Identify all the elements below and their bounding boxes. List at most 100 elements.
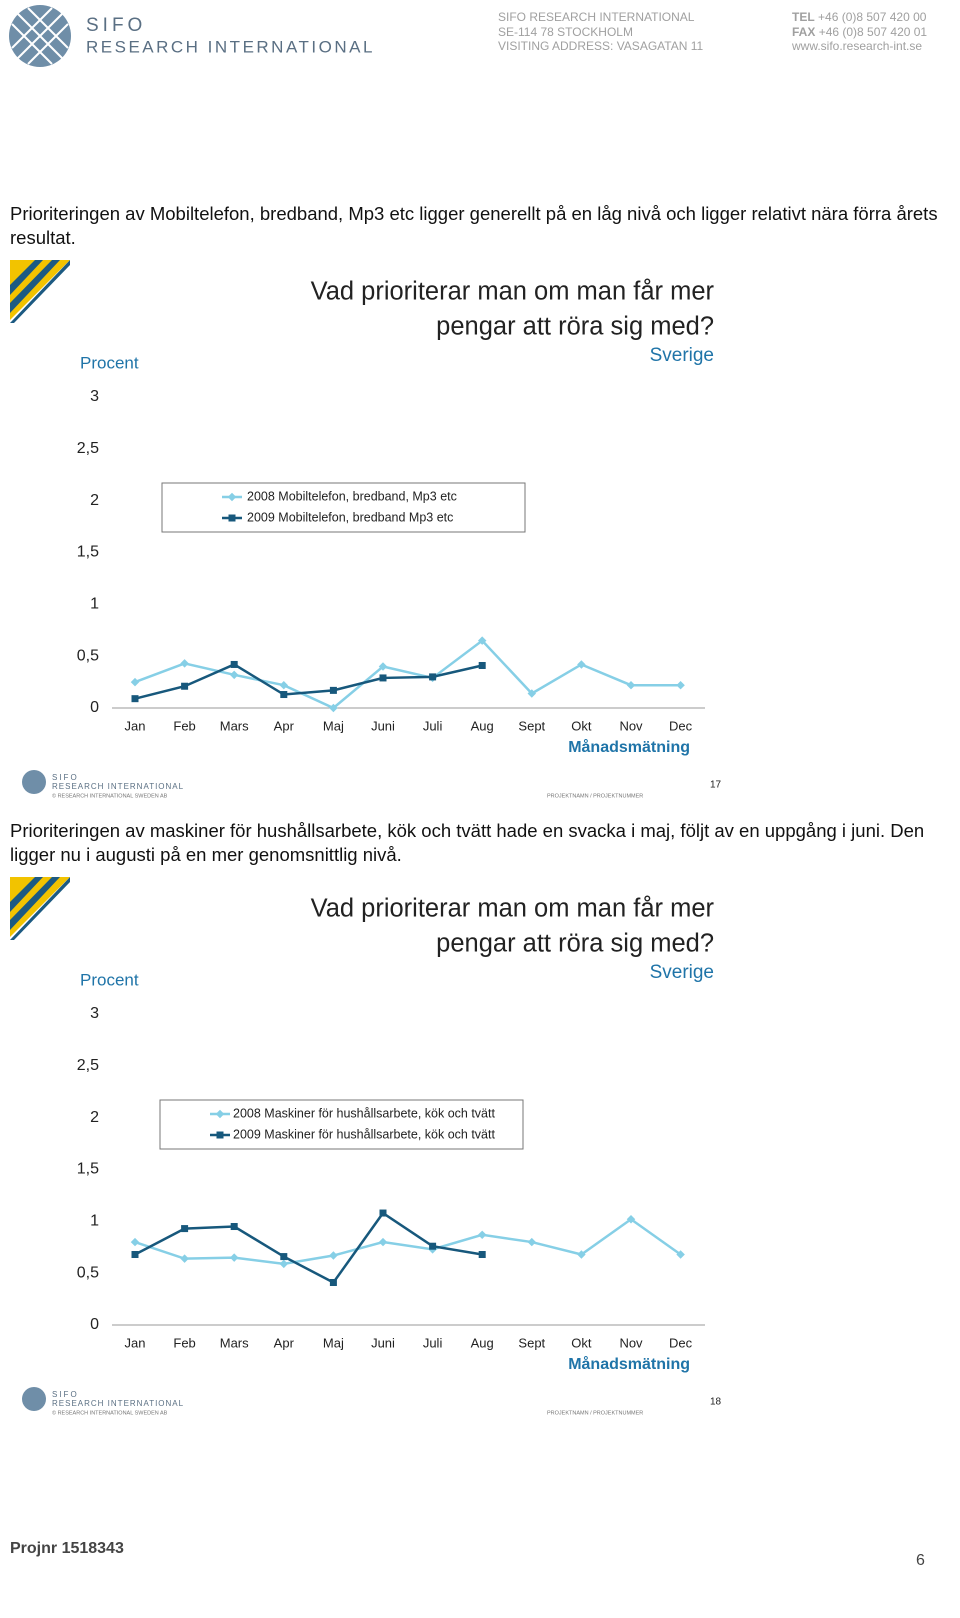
legend-label: 2008 Mobiltelefon, bredband, Mp3 etc <box>247 489 457 503</box>
corner-blue <box>10 260 60 313</box>
x-tick-label: Nov <box>619 718 643 733</box>
x-tick-label: Juni <box>371 718 395 733</box>
data-point <box>230 1223 238 1231</box>
x-tick-label: Mars <box>220 1335 249 1350</box>
chart-title: Vad prioriterar man om man får mer <box>311 278 715 306</box>
contact-key: TEL <box>792 10 815 24</box>
data-point <box>131 1251 139 1259</box>
x-tick-label: Dec <box>669 1335 693 1350</box>
data-point <box>379 674 387 682</box>
legend-box <box>159 1099 524 1150</box>
y-tick-label: 2,5 <box>77 440 99 457</box>
series-line <box>134 1217 682 1266</box>
legend-label: 2009 Maskiner för hushållsarbete, kök oc… <box>233 1127 495 1141</box>
logo-bottom: RESEARCH INTERNATIONAL <box>86 37 375 56</box>
contact-line: www.sifo.research-int.se <box>792 39 927 54</box>
footer-copyright: © RESEARCH INTERNATIONAL SWEDEN AB <box>52 1409 168 1416</box>
y-tick-label: 1,5 <box>77 1161 99 1178</box>
contact-text: +46 (0)8 507 420 00 <box>818 10 927 24</box>
data-point <box>676 680 685 690</box>
legend-box <box>161 482 526 533</box>
slide-number: 17 <box>710 780 722 791</box>
x-tick-label: Feb <box>173 1335 195 1350</box>
y-tick-label: 1,5 <box>77 544 99 561</box>
x-tick-label: Maj <box>323 1335 344 1350</box>
data-point <box>429 1242 437 1250</box>
legend-marker <box>227 492 237 502</box>
y-tick-label: 0 <box>90 1316 99 1333</box>
contact-line: TEL +46 (0)8 507 420 00 <box>792 10 927 25</box>
footer-logo-top: SIFO <box>52 1390 79 1399</box>
x-tick-label: Aug <box>471 1335 494 1350</box>
data-point <box>279 1259 289 1269</box>
x-tick-label: Apr <box>274 1335 295 1350</box>
x-tick-label: Sept <box>518 718 545 733</box>
x-tick-label: Apr <box>274 718 295 733</box>
data-point <box>280 1253 288 1261</box>
data-point <box>130 677 140 687</box>
data-point <box>180 1254 189 1263</box>
footer-project: PROJEKTNAMN / PROJEKTNUMMER <box>547 793 643 799</box>
header-logo: SIFO RESEARCH INTERNATIONAL <box>9 5 375 67</box>
chart-title: pengar att röra sig med? <box>436 313 714 341</box>
x-tick-label: Nov <box>619 1335 643 1350</box>
data-point <box>378 1237 388 1247</box>
data-point <box>379 1209 387 1217</box>
data-point <box>329 1251 338 1260</box>
x-tick-label: Jan <box>125 1335 146 1350</box>
legend-label: 2009 Mobiltelefon, bredband Mp3 etc <box>247 510 453 524</box>
contact-key: FAX <box>792 24 816 39</box>
x-tick-label: Dec <box>669 718 693 733</box>
contact-line: FAX +46 (0)8 507 420 01 <box>792 25 927 40</box>
data-point <box>676 1250 685 1259</box>
chart-subtitle: Sverige <box>650 962 714 983</box>
data-point <box>329 703 338 713</box>
corner-blue <box>10 877 60 930</box>
y-tick-label: 3 <box>90 388 99 405</box>
data-point <box>280 691 288 699</box>
footer-logo <box>22 1387 46 1411</box>
legend-marker <box>228 514 236 522</box>
series-line <box>134 1211 483 1285</box>
x-tick-label: Sept <box>518 1335 545 1350</box>
x-tick-label: Okt <box>571 718 592 733</box>
logo-lines <box>11 7 69 65</box>
project-number: Projnr 1518343 <box>10 1540 124 1557</box>
paragraph: Prioriteringen av Mobiltelefon, bredband… <box>10 203 938 248</box>
paragraph: Prioriteringen av maskiner för hushållsa… <box>10 820 925 865</box>
data-point <box>230 660 238 668</box>
y-tick-label: 2 <box>90 1109 99 1126</box>
data-point <box>527 1237 537 1247</box>
y-tick-label: 0 <box>90 699 99 716</box>
data-point <box>477 1230 487 1240</box>
data-point <box>181 682 189 690</box>
address-line: VISITING ADDRESS: VASAGATAN 11 <box>498 39 704 53</box>
footer-logo-bottom: RESEARCH INTERNATIONAL <box>52 782 184 791</box>
x-tick-label: Juli <box>423 718 443 733</box>
legend-marker <box>216 1131 224 1139</box>
data-point <box>130 1237 140 1247</box>
corner-blue <box>10 877 43 912</box>
data-point <box>229 670 239 680</box>
chart-subtitle: Sverige <box>650 345 714 366</box>
y-tick-label: 3 <box>90 1005 99 1022</box>
y-tick-label: 0,5 <box>77 1264 99 1281</box>
y-tick-label: 2,5 <box>77 1057 99 1074</box>
footer-project: PROJEKTNAMN / PROJEKTNUMMER <box>547 1410 643 1416</box>
corner-blue <box>10 260 43 295</box>
x-tick-label: Aug <box>471 718 494 733</box>
contact-text: www.sifo.research-int.se <box>792 39 923 53</box>
corner-blue <box>10 877 70 940</box>
corner-blue <box>10 260 70 323</box>
data-point <box>279 680 289 690</box>
address-line: SE-114 78 STOCKHOLM <box>498 24 633 39</box>
address-line: SIFO RESEARCH INTERNATIONAL <box>498 10 695 24</box>
legend-label: 2008 Maskiner för hushållsarbete, kök oc… <box>233 1106 495 1120</box>
data-point <box>429 673 437 681</box>
x-tick-label: Mars <box>220 718 249 733</box>
chart-title: pengar att röra sig med? <box>436 930 714 958</box>
data-point <box>329 1278 337 1286</box>
data-point <box>477 636 487 645</box>
data-point <box>478 661 486 669</box>
